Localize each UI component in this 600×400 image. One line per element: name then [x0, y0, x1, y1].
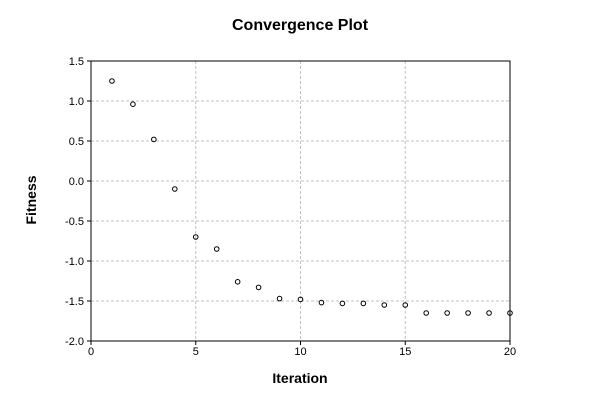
y-tick-label: -2.0: [65, 336, 84, 348]
y-tick-label: 1.0: [69, 96, 84, 108]
data-point: [339, 300, 346, 307]
x-tick-label: 10: [294, 346, 306, 358]
data-point: [297, 296, 304, 303]
data-point: [276, 295, 283, 302]
data-point: [130, 101, 136, 107]
y-tick-label: -1.5: [65, 296, 84, 308]
y-tick-label: 0.5: [69, 136, 84, 148]
x-tick-label: 15: [399, 346, 411, 358]
y-tick-label: -0.5: [65, 216, 84, 228]
data-point: [318, 299, 325, 306]
data-points: [109, 78, 513, 316]
x-tick-label: 5: [193, 346, 199, 358]
data-point: [234, 279, 241, 285]
y-tick-label: 0.0: [69, 176, 84, 188]
data-point: [402, 302, 409, 308]
data-point: [172, 186, 178, 192]
data-point: [465, 310, 471, 316]
data-point: [444, 310, 450, 316]
data-point: [360, 300, 367, 307]
data-point: [381, 302, 388, 308]
data-point: [507, 310, 513, 316]
x-tick-label: 20: [504, 346, 516, 358]
chart-title: Convergence Plot: [232, 17, 369, 34]
grid-lines: [91, 61, 510, 341]
y-axis-label: Fitness: [23, 175, 39, 224]
y-tick-label: 1.5: [69, 56, 84, 68]
data-point: [192, 234, 199, 240]
x-tick-label: 0: [88, 346, 94, 358]
y-tick-label: -1.0: [65, 256, 84, 268]
x-axis-label: Iteration: [272, 370, 327, 386]
data-point: [423, 310, 430, 316]
data-point: [213, 246, 220, 252]
data-point: [109, 78, 115, 84]
data-point: [151, 136, 157, 143]
axis-ticks: [87, 60, 511, 345]
tick-labels: 0 5 10 15 20 -2.0 -1.5 -1.0 -0.5 0.0 0.5 1.0 1.5: [65, 56, 516, 358]
data-point: [486, 310, 492, 316]
data-point: [255, 284, 262, 291]
